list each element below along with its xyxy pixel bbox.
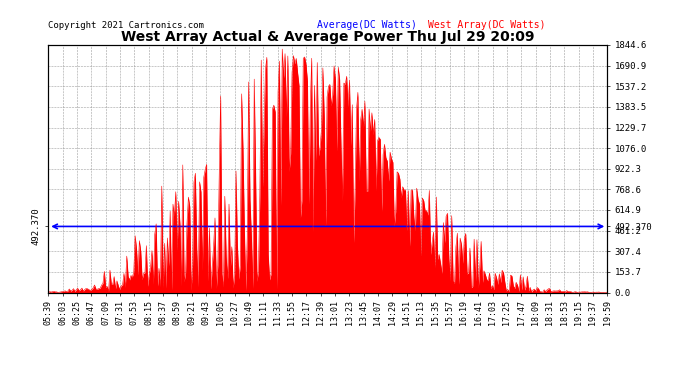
- Title: West Array Actual & Average Power Thu Jul 29 20:09: West Array Actual & Average Power Thu Ju…: [121, 30, 535, 44]
- Text: West Array(DC Watts): West Array(DC Watts): [428, 20, 546, 30]
- Text: Average(DC Watts): Average(DC Watts): [317, 20, 417, 30]
- Text: Copyright 2021 Cartronics.com: Copyright 2021 Cartronics.com: [48, 21, 204, 30]
